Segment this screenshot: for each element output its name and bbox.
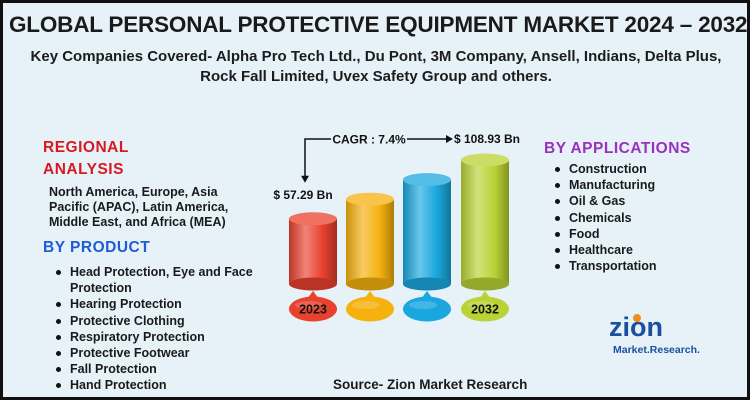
key-companies-text: Key Companies Covered- Alpha Pro Tech Lt… <box>30 48 722 85</box>
product-list: Head Protection, Eye and Face Protection… <box>48 264 263 394</box>
market-growth-chart: 2023 2032 $ 57.29 Bn $ 108.93 Bn CAGR : 7.4… <box>273 132 520 322</box>
bar-top <box>461 153 509 167</box>
application-item: Transportation <box>547 258 737 274</box>
value-label-start: $ 57.29 Bn <box>273 188 332 202</box>
bar-1 <box>289 212 337 291</box>
cagr-label: CAGR : 7.4% <box>332 133 406 147</box>
bar-3 <box>403 173 451 291</box>
bar-base <box>403 277 451 291</box>
by-applications-title: BY APPLICATIONS <box>544 140 691 157</box>
year-bubble <box>403 291 451 322</box>
regional-title-line1: REGIONAL <box>43 139 129 156</box>
product-item: Hand Protection <box>48 377 263 393</box>
product-item: Protective Footwear <box>48 345 263 361</box>
product-item: Respiratory Protection <box>48 329 263 345</box>
bar-base <box>346 277 394 291</box>
bar-base <box>289 277 337 291</box>
application-item: Food <box>547 226 737 242</box>
bar-2 <box>346 192 394 291</box>
cagr-arrowhead-right <box>446 135 453 143</box>
source-text: Source- Zion Market Research <box>333 377 528 392</box>
logo-dot <box>633 314 641 322</box>
application-item: Oil & Gas <box>547 193 737 209</box>
product-item: Protective Clothing <box>48 313 263 329</box>
cagr-arrowhead-down <box>301 175 309 183</box>
bar-top <box>346 192 394 206</box>
bar-body <box>289 218 337 284</box>
year-label: 2023 <box>299 303 327 317</box>
bar-base <box>461 277 509 291</box>
applications-list: Construction Manufacturing Oil & Gas Che… <box>547 161 737 274</box>
bar-top <box>289 212 337 226</box>
product-item: Fall Protection <box>48 361 263 377</box>
by-product-title: BY PRODUCT <box>43 239 151 256</box>
regional-title-line2: ANALYSIS <box>43 161 124 178</box>
year-bubble: 2032 <box>461 291 509 322</box>
application-item: Chemicals <box>547 210 737 226</box>
bar-4 <box>461 153 509 291</box>
bar-body <box>461 160 509 284</box>
bar-body <box>346 199 394 284</box>
application-item: Manufacturing <box>547 177 737 193</box>
logo-tagline: Market.Research. <box>613 344 700 356</box>
year-bubble <box>346 291 394 322</box>
page-title: GLOBAL PERSONAL PROTECTIVE EQUIPMENT MAR… <box>9 12 748 37</box>
application-item: Healthcare <box>547 242 737 258</box>
bar-top <box>403 173 451 187</box>
year-label: 2032 <box>471 303 499 317</box>
regional-analysis-text: North America, Europe, Asia Pacific (APA… <box>49 185 229 229</box>
zion-logo: zion Market.Research. <box>609 312 700 356</box>
application-item: Construction <box>547 161 737 177</box>
year-bubble: 2023 <box>289 291 337 322</box>
product-item: Head Protection, Eye and Face Protection <box>48 264 263 296</box>
product-item: Hearing Protection <box>48 296 263 312</box>
cagr-arrow-left <box>304 138 331 178</box>
value-label-end: $ 108.93 Bn <box>454 132 520 146</box>
bar-body <box>403 179 451 284</box>
